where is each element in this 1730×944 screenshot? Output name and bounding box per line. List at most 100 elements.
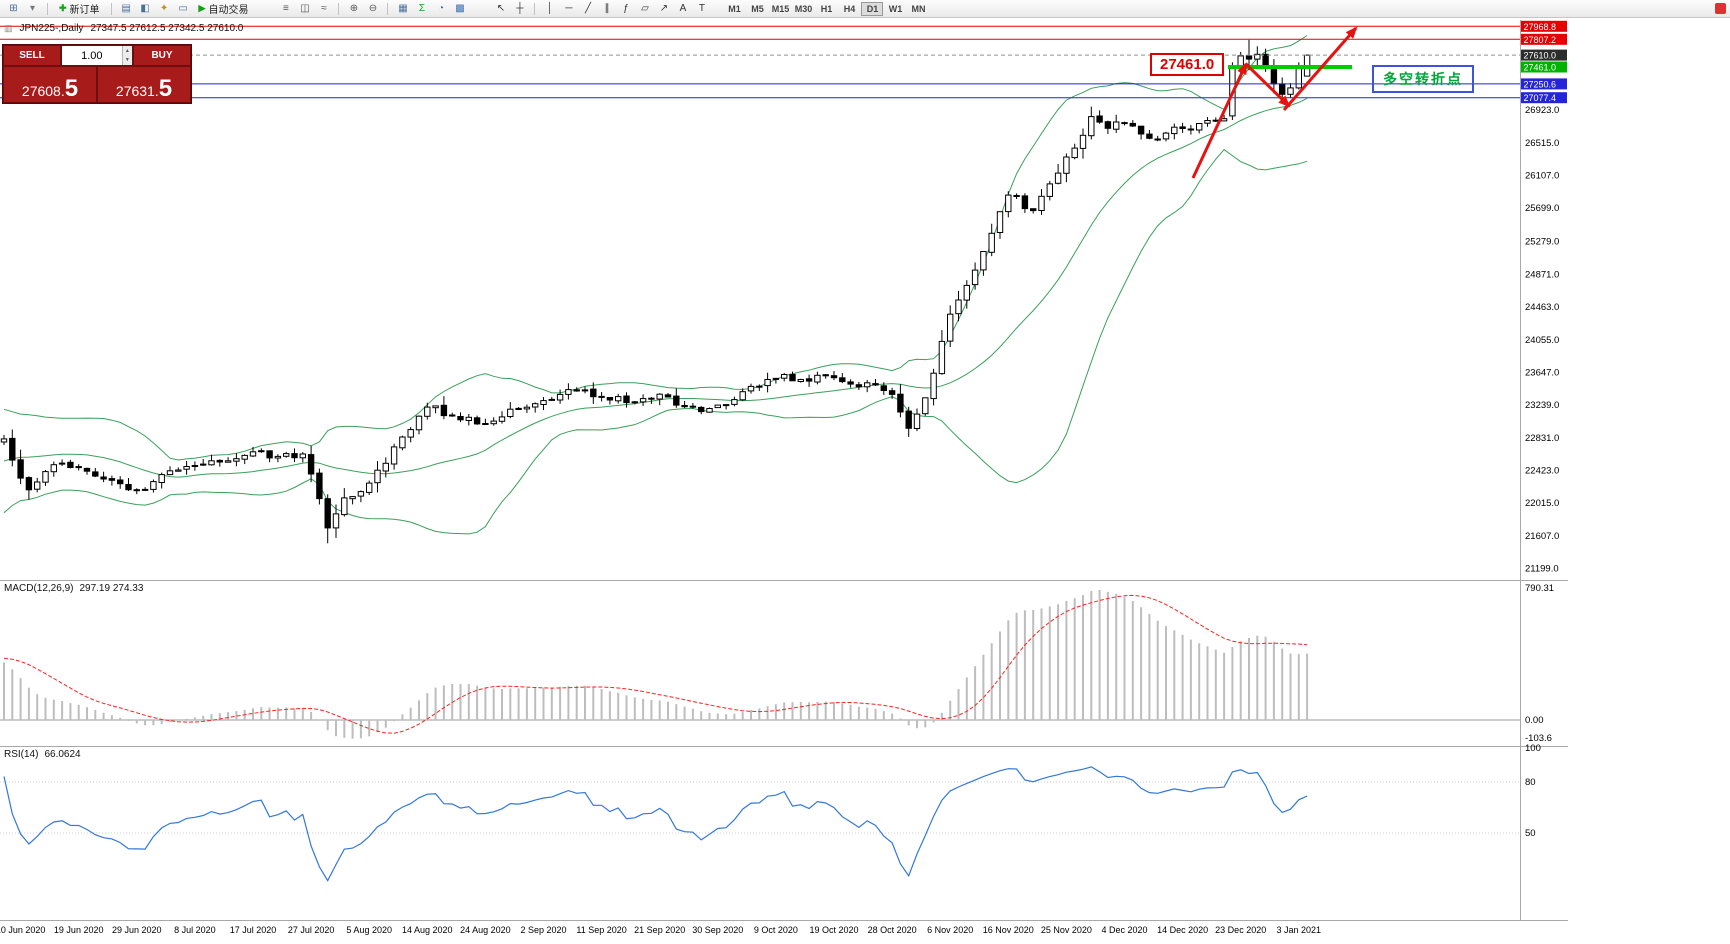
lot-increase-button[interactable]: ▲	[124, 47, 130, 54]
toolbar-separator	[387, 2, 389, 15]
auto-trading-button-icon: ▶	[198, 3, 206, 13]
svg-text:80: 80	[1525, 777, 1536, 788]
macd-name: MACD(12,26,9)	[4, 583, 74, 594]
svg-text:6 Nov 2020: 6 Nov 2020	[927, 925, 973, 935]
svg-text:23239.0: 23239.0	[1525, 400, 1559, 411]
lot-spinner: ▲ ▼	[121, 46, 132, 65]
timeframe-d1-button[interactable]: D1	[861, 1, 884, 16]
rsi-name: RSI(14)	[4, 749, 39, 760]
horizontal-line-icon[interactable]: ─	[565, 2, 573, 14]
shapes-icon[interactable]: ▱	[641, 2, 649, 14]
chart-title: ▥ JPN225-,Daily 27347.5 27612.5 27342.5 …	[4, 23, 243, 34]
timeframe-m1-button[interactable]: M1	[728, 3, 741, 14]
indicators-list-icon[interactable]: Σ	[418, 2, 426, 14]
tile-windows-icon[interactable]: ▦	[398, 2, 408, 14]
svg-text:26515.0: 26515.0	[1525, 138, 1559, 149]
pivot-note-box[interactable]: 多空转折点	[1372, 65, 1474, 93]
trend-arrow[interactable]	[1244, 62, 1291, 108]
bollinger-bands	[3, 35, 1308, 535]
toolbar-separator	[47, 2, 48, 15]
chart-ohlc-values: 27347.5 27612.5 27342.5 27610.0	[90, 23, 244, 34]
timeframe-mn-button[interactable]: MN	[911, 3, 926, 14]
rsi-indicator-label: RSI(14) 66.0624	[4, 749, 81, 760]
svg-text:8 Jul 2020: 8 Jul 2020	[174, 925, 216, 935]
svg-text:24055.0: 24055.0	[1525, 335, 1559, 346]
svg-text:0.00: 0.00	[1525, 715, 1544, 726]
cursor-icon[interactable]: ↖	[496, 2, 506, 14]
data-window-icon[interactable]: ◧	[140, 2, 150, 14]
svg-text:14 Dec 2020: 14 Dec 2020	[1157, 925, 1208, 935]
timeframe-toolbar: M1 M5 M15 M30 H1 H4 D1 W1 MN	[723, 1, 929, 16]
auto-trading-button[interactable]: ▶ 自动交易	[193, 2, 255, 16]
line-chart-icon[interactable]: ≈	[321, 2, 327, 14]
new-order-button[interactable]: ✚ 新订单	[53, 2, 106, 16]
fibonacci-icon[interactable]: ƒ	[623, 2, 629, 14]
timeframe-m30-button[interactable]: M30	[794, 3, 813, 14]
svg-text:27077.4: 27077.4	[1524, 93, 1557, 103]
toolbar-separator	[534, 2, 536, 15]
sell-price-button[interactable]: 27608. 5	[3, 66, 97, 103]
zoom-in-icon[interactable]: ⊕	[349, 2, 359, 14]
lot-decrease-button[interactable]: ▼	[124, 57, 130, 64]
vertical-line-icon[interactable]: │	[546, 2, 554, 14]
svg-text:22015.0: 22015.0	[1525, 498, 1559, 509]
svg-text:19 Oct 2020: 19 Oct 2020	[809, 925, 858, 935]
timeframe-m15-button[interactable]: M15	[771, 3, 790, 14]
trend-arrow[interactable]	[1191, 62, 1248, 179]
arrows-icon[interactable]: ↗	[659, 2, 669, 14]
zoom-out-icon[interactable]: ⊖	[368, 2, 378, 14]
svg-text:24 Aug 2020: 24 Aug 2020	[460, 925, 511, 935]
lot-input[interactable]	[62, 46, 122, 65]
market-watch-icon[interactable]: ▤	[121, 2, 131, 14]
timeframe-h4-button[interactable]: H4	[843, 3, 856, 14]
chart-profiles-icon[interactable]: ▾	[29, 2, 36, 14]
buy-button[interactable]: BUY	[133, 45, 191, 66]
macd-indicator-label: MACD(12,26,9) 297.19 274.33	[4, 583, 143, 594]
price-axis[interactable]: 26923.0 26515.0 26107.0 25699.0 25279.0 24871…	[1521, 20, 1567, 839]
rsi-value: 66.0624	[44, 749, 81, 760]
candlestick-chart-icon[interactable]: ◫	[300, 2, 310, 14]
trend-arrows[interactable]	[1191, 26, 1358, 179]
notification-icon[interactable]	[1715, 3, 1726, 14]
time-axis[interactable]: 10 Jun 2020 19 Jun 2020 29 Jun 2020 8 Jul 2…	[0, 925, 1321, 935]
terminal-icon[interactable]: ▭	[178, 2, 188, 14]
crosshair-icon[interactable]: ┼	[516, 2, 524, 14]
svg-text:21 Sep 2020: 21 Sep 2020	[634, 925, 685, 935]
svg-text:24871.0: 24871.0	[1525, 269, 1559, 280]
svg-text:5 Aug 2020: 5 Aug 2020	[346, 925, 392, 935]
support-line-lower-tag	[1521, 92, 1567, 104]
timeframe-w1-button[interactable]: W1	[888, 3, 903, 14]
svg-text:11 Sep 2020: 11 Sep 2020	[576, 925, 626, 935]
timeframe-h1-button[interactable]: H1	[820, 3, 833, 14]
bid-price-line-tag	[1521, 49, 1567, 61]
resistance-line-lower-tag	[1521, 33, 1567, 45]
buy-price-pips: 5	[158, 74, 173, 102]
svg-text:27 Jul 2020: 27 Jul 2020	[288, 925, 335, 935]
timeframe-m5-button[interactable]: M5	[751, 3, 764, 14]
toolbar-separator	[338, 2, 340, 15]
new-order-button-label: 新订单	[69, 5, 100, 16]
templates-icon[interactable]: ▩	[455, 2, 465, 14]
sell-button[interactable]: SELL	[3, 45, 61, 66]
buy-price-button[interactable]: 27631. 5	[97, 66, 191, 103]
svg-text:-103.6: -103.6	[1525, 733, 1552, 744]
svg-text:25279.0: 25279.0	[1525, 237, 1559, 248]
svg-text:2 Sep 2020: 2 Sep 2020	[520, 925, 566, 935]
equidistant-channel-icon[interactable]: ∥	[604, 2, 610, 14]
trend-arrow[interactable]	[1282, 26, 1358, 111]
svg-text:27610.0: 27610.0	[1524, 51, 1557, 61]
svg-text:22423.0: 22423.0	[1525, 466, 1559, 477]
support-line-upper-tag	[1521, 78, 1567, 90]
new-chart-icon[interactable]: ⊞	[9, 2, 18, 14]
text-label-icon[interactable]: T	[698, 2, 706, 14]
chart-window-icon: ▥	[4, 23, 13, 33]
svg-text:9 Oct 2020: 9 Oct 2020	[754, 925, 798, 935]
price-callout-label[interactable]: 27461.0	[1150, 53, 1225, 76]
navigator-icon[interactable]: ✦	[159, 2, 169, 14]
bar-chart-icon[interactable]: ≡	[283, 2, 289, 14]
trendline-icon[interactable]: ╱	[584, 2, 591, 14]
text-icon[interactable]: A	[679, 2, 687, 14]
timeframes-icon[interactable]: ◔	[437, 2, 444, 14]
sell-price-pips: 5	[64, 74, 79, 102]
